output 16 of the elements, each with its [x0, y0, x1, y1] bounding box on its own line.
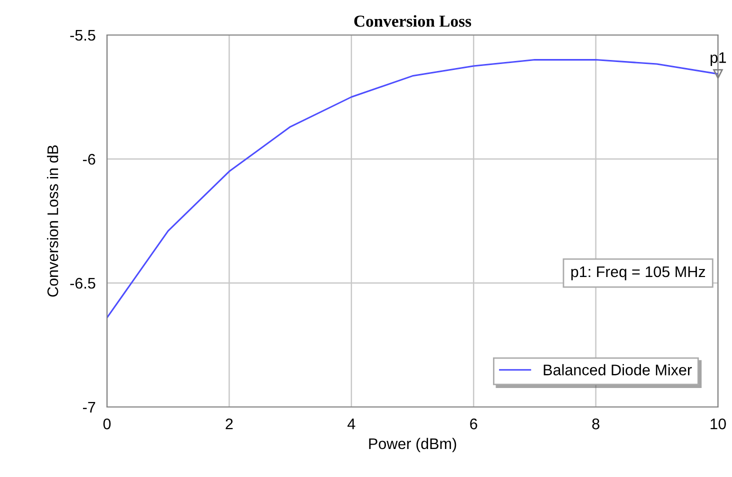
- x-tick-label: 2: [226, 418, 233, 430]
- chart-title: Conversion Loss: [354, 15, 472, 27]
- x-tick-label: 6: [470, 418, 478, 430]
- y-tick-label: -6: [82, 154, 96, 165]
- y-axis-title: Conversion Loss in dB: [46, 145, 58, 297]
- x-tick-label: 10: [710, 418, 726, 430]
- annotation: p1: [710, 52, 726, 66]
- x-tick-label: 0: [103, 418, 111, 430]
- y-tick-label: -6.5: [70, 278, 96, 289]
- legend-label: Balanced Diode Mixer: [544, 364, 692, 376]
- y-tick-label: -5.5: [70, 30, 96, 41]
- y-tick-label: -7: [82, 402, 96, 413]
- x-tick-label: 8: [592, 418, 600, 430]
- annotation: p1: Freq = 105 MHz: [571, 266, 706, 280]
- x-tick-label: 4: [348, 418, 356, 430]
- x-axis-title: Power (dBm): [369, 438, 456, 452]
